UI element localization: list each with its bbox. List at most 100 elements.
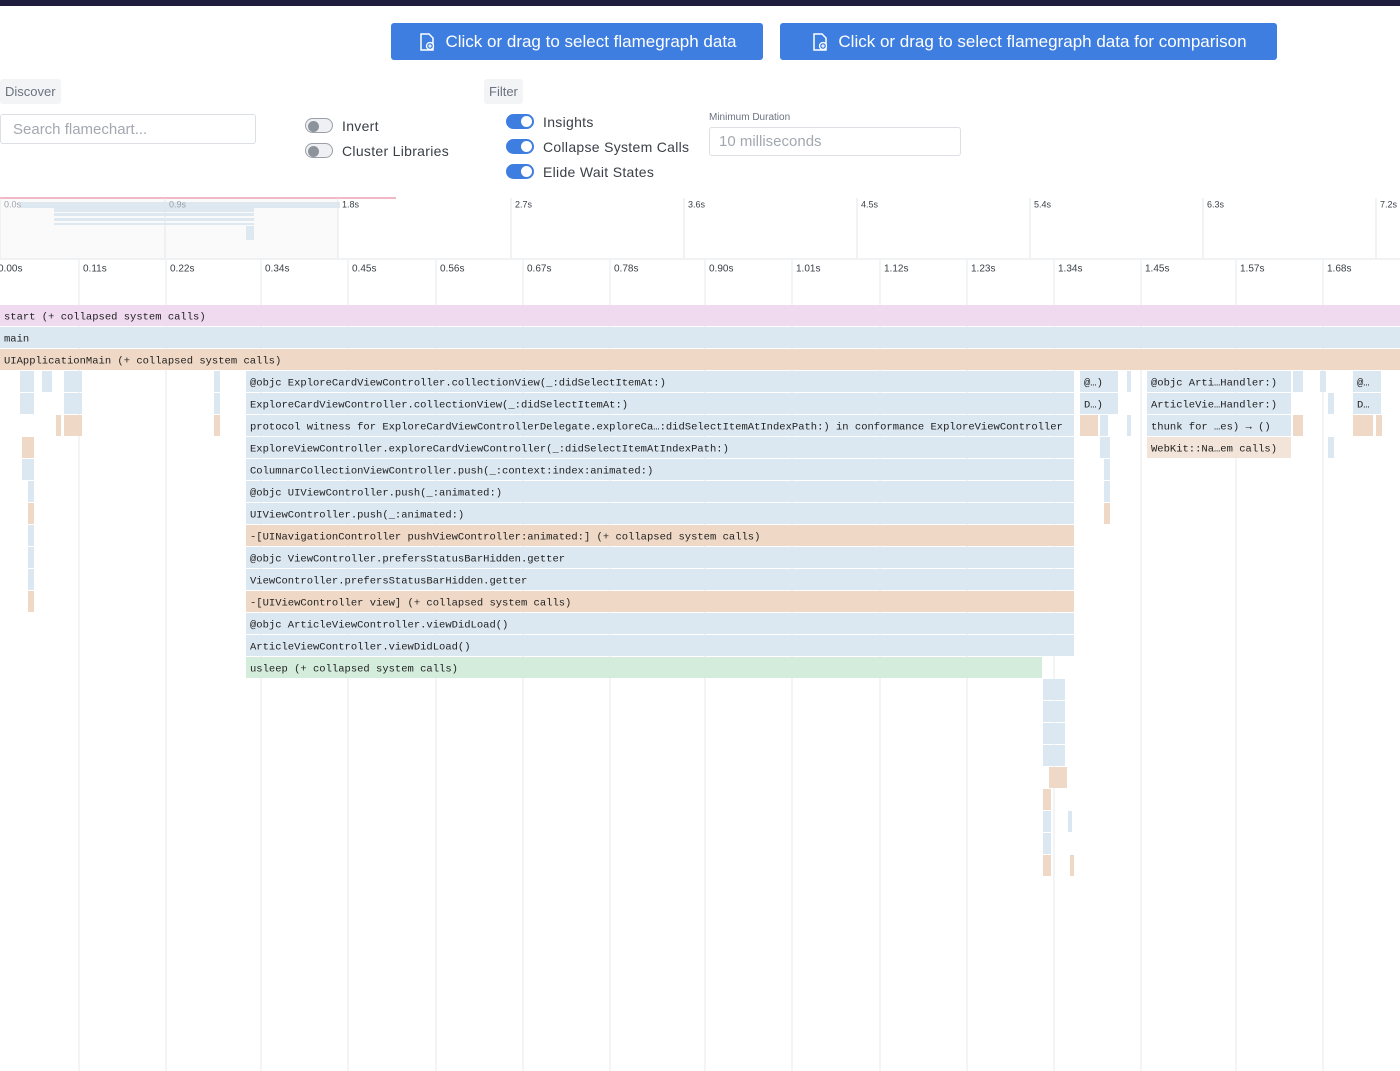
toggle[interactable]: Collapse System Calls	[506, 134, 689, 159]
minimap-tick-label: 1.8s	[342, 199, 360, 209]
frame	[246, 393, 1074, 414]
frame-sliver	[214, 371, 220, 392]
toggle-label: Invert	[342, 117, 379, 134]
switch-knob	[521, 141, 532, 152]
minimap-tick-label: 6.3s	[1207, 199, 1225, 209]
frame	[1147, 437, 1291, 458]
toggle-label: Elide Wait States	[543, 163, 655, 180]
frame	[1353, 371, 1381, 392]
time-tick-label: 1.45s	[1145, 264, 1169, 275]
frame-sliver	[1070, 855, 1074, 876]
switch[interactable]	[506, 139, 534, 154]
time-tick-label: 0.22s	[170, 264, 194, 275]
frame-label: UIApplicationMain (+ collapsed system ca…	[4, 355, 281, 367]
frame-sliver	[1043, 701, 1065, 722]
frame	[1147, 371, 1291, 392]
switch-knob	[521, 116, 532, 127]
minimap-shape	[54, 223, 254, 225]
frame-sliver	[22, 459, 34, 480]
switch-knob	[308, 146, 319, 157]
frame-sliver	[1043, 679, 1065, 700]
frame-sliver	[1320, 371, 1326, 392]
minimap-tick-label: 2.7s	[515, 199, 533, 209]
frame-label: D…	[1357, 399, 1370, 411]
toggle-group: Invert Cluster Libraries	[305, 113, 449, 163]
frame-label: @objc ArticleViewController.viewDidLoad(…	[250, 619, 508, 631]
top-bar	[0, 0, 1400, 6]
field-label: Minimum Duration	[709, 112, 791, 123]
frame-sliver	[64, 415, 82, 436]
frame	[246, 547, 1074, 568]
frame-sliver	[1100, 415, 1108, 436]
minimap-tick-label: 4.5s	[861, 199, 879, 209]
button-label: Click or drag to select flamegraph data	[445, 31, 737, 51]
frame-sliver	[1353, 415, 1373, 436]
toggle[interactable]: Elide Wait States	[506, 159, 689, 184]
frame-sliver	[1293, 415, 1303, 436]
frame-sliver	[1293, 371, 1303, 392]
frame-sliver	[1049, 767, 1067, 788]
switch-knob	[521, 166, 532, 177]
toggle[interactable]: Insights	[506, 109, 689, 134]
compare-button[interactable]: Click or drag to select flamegraph data …	[780, 23, 1277, 60]
minimap-shape	[54, 218, 254, 221]
time-tick-label: 0.00s	[0, 264, 22, 275]
time-tick-label: 1.68s	[1327, 264, 1351, 275]
toggle-label: Insights	[543, 113, 594, 130]
minimap-shape	[54, 208, 254, 212]
frame-sliver	[28, 481, 34, 502]
file-icon	[813, 32, 828, 51]
frame-label: ColumnarCollectionViewController.push(_:…	[250, 465, 653, 477]
time-tick-label: 1.01s	[796, 264, 820, 275]
frame-sliver	[214, 415, 220, 436]
frame-sliver	[28, 591, 34, 612]
section-label: Filter	[484, 79, 523, 104]
frame	[0, 305, 1400, 326]
placeholder: Search flamechart...	[13, 120, 148, 138]
duration-input[interactable]: 10 milliseconds	[709, 127, 961, 156]
frame-label: ExploreViewController.exploreCardViewCon…	[250, 443, 729, 455]
select-button[interactable]: Click or drag to select flamegraph data	[391, 23, 763, 60]
frame-label: ArticleViewController.viewDidLoad()	[250, 641, 471, 653]
time-tick-label: 1.57s	[1240, 264, 1264, 275]
time-tick-label: 1.12s	[884, 264, 908, 275]
frame-label: @…	[1357, 377, 1370, 389]
frame-sliver	[1043, 855, 1051, 876]
minimap-shape	[246, 226, 254, 240]
switch[interactable]	[305, 143, 333, 158]
toggle[interactable]: Cluster Libraries	[305, 138, 449, 163]
minimap-tick-label: 5.4s	[1034, 199, 1052, 209]
frame	[1147, 393, 1291, 414]
frame-label: protocol witness for ExploreCardViewCont…	[250, 421, 1063, 433]
search-input[interactable]: Search flamechart...	[0, 114, 256, 144]
frame-sliver	[28, 569, 34, 590]
frame-sliver	[64, 393, 82, 414]
frame-sliver	[1043, 833, 1051, 854]
frame	[1147, 415, 1291, 436]
frame-label: ArticleVie…Handler:)	[1151, 399, 1277, 411]
frame	[1080, 393, 1118, 414]
toggle[interactable]: Invert	[305, 113, 449, 138]
frame-label: D…)	[1084, 399, 1103, 411]
switch[interactable]	[305, 118, 333, 133]
frame-sliver	[22, 437, 34, 458]
frame	[1080, 371, 1118, 392]
switch-knob	[308, 121, 319, 132]
frame-sliver	[20, 393, 34, 414]
minimap-tick-label: 7.2s	[1380, 199, 1398, 209]
switch[interactable]	[506, 114, 534, 129]
frame-sliver	[1104, 503, 1110, 524]
time-tick-label: 0.34s	[265, 264, 289, 275]
frame-label: ExploreCardViewController.collectionView…	[250, 399, 628, 411]
switch[interactable]	[506, 164, 534, 179]
frame-sliver	[1043, 723, 1065, 744]
minimap-tick-label: 0.0s	[4, 199, 22, 209]
frame-sliver	[1100, 437, 1110, 458]
frame-label: @objc ExploreCardViewController.collecti…	[250, 377, 666, 389]
frame-sliver	[1068, 811, 1072, 832]
frame-sliver	[20, 371, 34, 392]
frame-label: usleep (+ collapsed system calls)	[250, 663, 458, 675]
frame	[1353, 393, 1381, 414]
frame-sliver	[1043, 745, 1065, 766]
toggle-label: Cluster Libraries	[342, 142, 450, 159]
